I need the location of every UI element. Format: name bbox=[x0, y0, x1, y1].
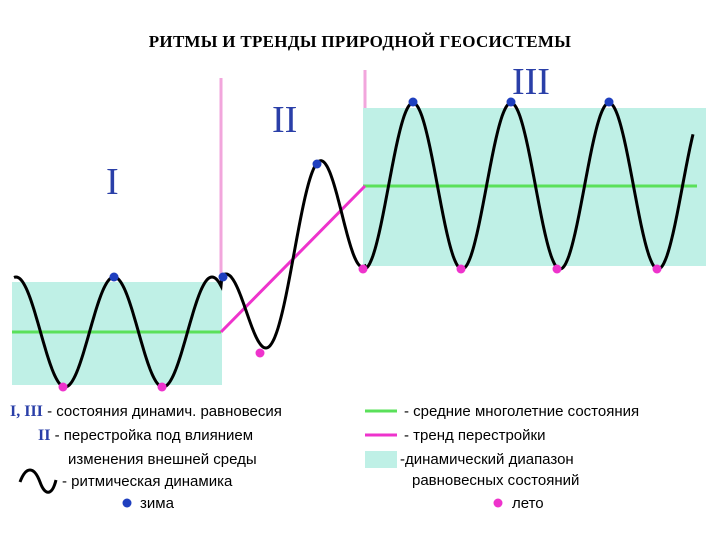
winter-marker bbox=[218, 272, 228, 282]
rhythmic-wave bbox=[13, 101, 695, 389]
summer-marker bbox=[456, 264, 466, 274]
legend-summer-text: лето bbox=[512, 495, 544, 512]
winter-marker bbox=[312, 159, 322, 169]
legend-winter-text: зима bbox=[140, 495, 174, 512]
stage-label-3: III bbox=[512, 61, 550, 103]
winter-marker bbox=[604, 97, 614, 107]
legend-trend-text: - тренд перестройки bbox=[404, 427, 546, 444]
summer-marker bbox=[58, 382, 68, 392]
summer-marker bbox=[157, 382, 167, 392]
winter-marker bbox=[408, 97, 418, 107]
summer-marker bbox=[255, 348, 265, 358]
legend-equilibrium: I, III - состояния динамич. равновесия bbox=[10, 403, 282, 420]
legend-mean-text: - средние многолетние состояния bbox=[404, 403, 640, 420]
winter-marker bbox=[506, 97, 516, 107]
sine-wave-icon bbox=[18, 468, 58, 494]
legend-restructuring-text-1: - перестройка под влиянием bbox=[54, 427, 254, 444]
legend-range-text-1: -динамический диапазон bbox=[400, 451, 574, 468]
legend-restructuring: II - перестройка под влиянием bbox=[38, 427, 253, 444]
summer-marker bbox=[552, 264, 562, 274]
stage-label-1: I bbox=[106, 161, 119, 203]
blue-dot-icon bbox=[122, 498, 132, 508]
diagram-title: РИТМЫ И ТРЕНДЫ ПРИРОДНОЙ ГЕОСИСТЕМЫ bbox=[148, 32, 572, 51]
summer-marker bbox=[652, 264, 662, 274]
legend-restructuring-symbol: II bbox=[38, 427, 51, 444]
legend-equilibrium-symbol: I, III bbox=[10, 403, 43, 420]
magenta-dot-icon bbox=[493, 498, 503, 508]
legend-range-text-2: равновесных состояний bbox=[412, 472, 580, 489]
stage-label-2: II bbox=[272, 99, 298, 141]
legend-rhythmic-text: - ритмическая динамика bbox=[62, 473, 233, 490]
summer-marker bbox=[358, 264, 368, 274]
legend-equilibrium-text: - состояния динамич. равновесия bbox=[47, 403, 282, 420]
legend-restructuring-text-2: изменения внешней среды bbox=[68, 451, 257, 468]
winter-marker bbox=[109, 272, 119, 282]
range-band-swatch bbox=[365, 451, 397, 468]
